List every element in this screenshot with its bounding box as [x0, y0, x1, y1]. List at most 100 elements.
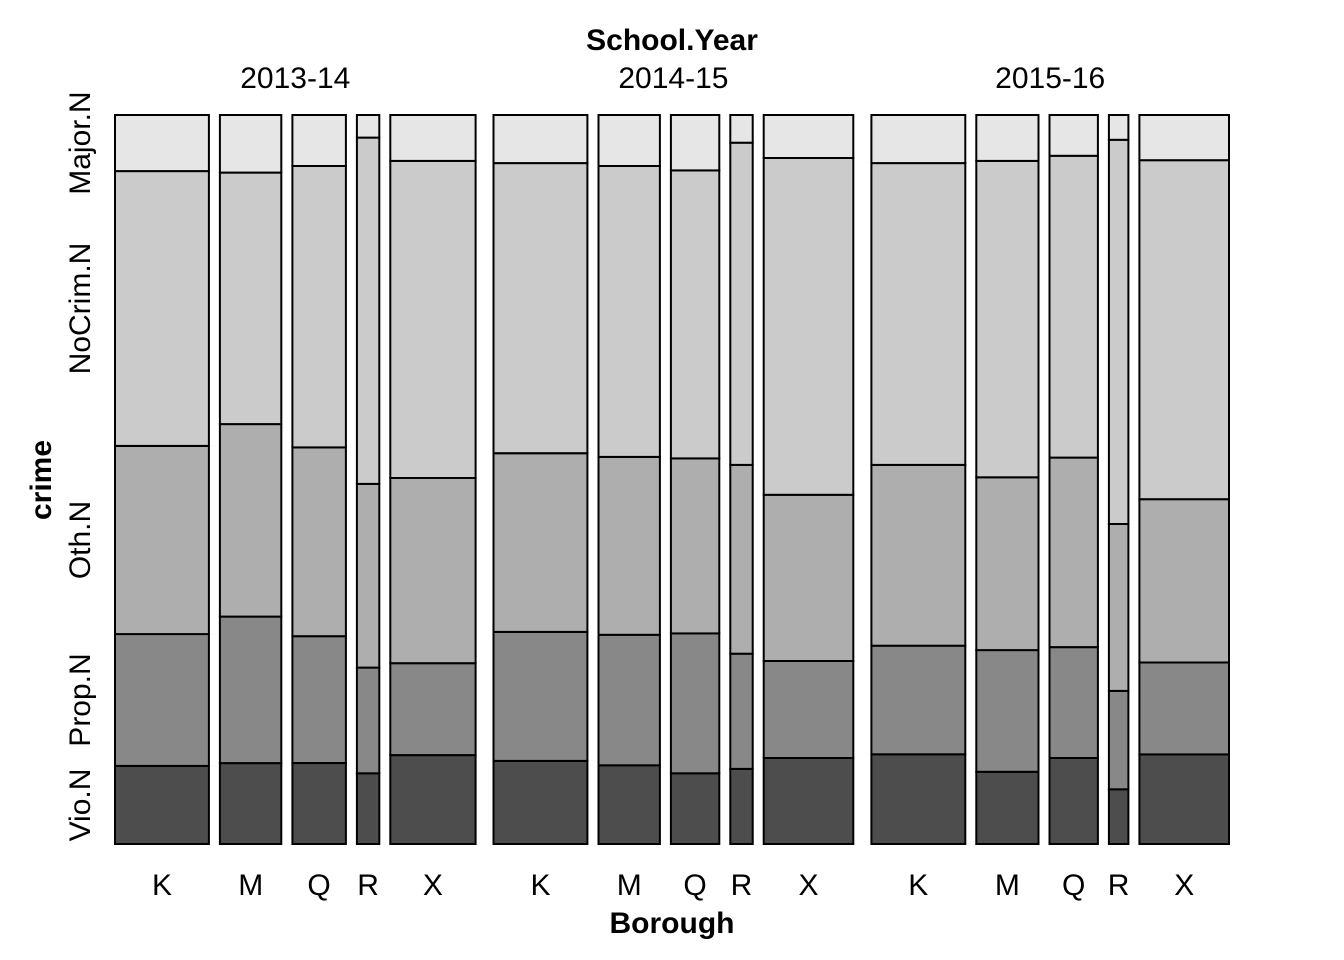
- mosaic-cell-2013-14-K-Prop.N: [114, 633, 210, 767]
- mosaic-cell-2015-16-R-Prop.N: [1107, 689, 1130, 791]
- mosaic-cell-2013-14-Q-Oth.N: [291, 446, 347, 638]
- mosaic-cell-2014-15-M-Vio.N: [597, 764, 661, 845]
- mosaic-cell-2014-15-M-NoCrim.N: [597, 165, 661, 458]
- mosaic-cell-2014-15-Q-Oth.N: [669, 457, 721, 635]
- mosaic-cell-2014-15-X-Major.N: [762, 114, 855, 159]
- mosaic-cell-2015-16-Q-Oth.N: [1048, 456, 1099, 649]
- x-tick-label: X: [798, 869, 818, 902]
- mosaic-cell-2014-15-X-NoCrim.N: [762, 157, 855, 496]
- mosaic-cell-2013-14-Q-NoCrim.N: [291, 165, 347, 449]
- mosaic-cell-2015-16-R-Oth.N: [1107, 523, 1130, 692]
- mosaic-cell-2015-16-M-NoCrim.N: [975, 159, 1040, 479]
- mosaic-cell-2015-16-X-Major.N: [1138, 114, 1231, 162]
- mosaic-cell-2013-14-K-Oth.N: [114, 445, 210, 636]
- mosaic-cell-2015-16-X-Vio.N: [1138, 753, 1231, 845]
- mosaic-cell-2014-15-R-NoCrim.N: [729, 141, 754, 466]
- mosaic-cell-2014-15-K-Prop.N: [492, 630, 589, 762]
- x-tick-label: M: [617, 869, 642, 902]
- mosaic-cell-2014-15-Q-Vio.N: [669, 772, 721, 845]
- facet-labels: 2013-14 2014-15 2015-16: [240, 62, 1105, 95]
- x-tick-label: M: [238, 869, 263, 902]
- mosaic-cell-2015-16-R-Vio.N: [1107, 788, 1130, 845]
- mosaic-cell-2013-14-R-Vio.N: [355, 772, 381, 845]
- y-tick-label: Oth.N: [64, 501, 97, 579]
- mosaic-cell-2015-16-X-Oth.N: [1138, 498, 1231, 664]
- mosaic-cell-2015-16-R-Major.N: [1107, 114, 1130, 141]
- x-tick-label: K: [530, 869, 550, 902]
- mosaic-cell-2015-16-Q-NoCrim.N: [1048, 154, 1099, 459]
- mosaic-cell-2014-15-X-Vio.N: [762, 757, 855, 845]
- mosaic-cell-2013-14-R-NoCrim.N: [355, 136, 381, 485]
- mosaic-cell-2013-14-M-Oth.N: [218, 423, 283, 618]
- y-tick-label: Prop.N: [64, 653, 97, 746]
- mosaic-cell-2015-16-M-Oth.N: [975, 476, 1040, 652]
- mosaic-cell-2014-15-K-Vio.N: [492, 759, 589, 846]
- mosaic-cell-2013-14-R-Prop.N: [355, 666, 381, 775]
- mosaic-cell-2014-15-X-Oth.N: [762, 493, 855, 662]
- mosaic-cell-2014-15-Q-Prop.N: [669, 632, 721, 775]
- facet-label: 2015-16: [995, 62, 1105, 95]
- mosaic-cell-2015-16-Q-Prop.N: [1048, 646, 1099, 760]
- x-tick-label: R: [1108, 869, 1130, 902]
- mosaic-cell-2013-14-X-Prop.N: [389, 662, 477, 757]
- y-tick-label: NoCrim.N: [64, 243, 97, 375]
- mosaic-cell-2013-14-M-Vio.N: [218, 762, 283, 845]
- x-tick-label: Q: [683, 869, 706, 902]
- mosaic-cell-2014-15-R-Vio.N: [729, 767, 754, 846]
- mosaic-cell-2013-14-X-Oth.N: [389, 477, 477, 665]
- mosaic-cell-2013-14-Q-Major.N: [291, 114, 347, 167]
- mosaic-cell-2014-15-M-Oth.N: [597, 455, 661, 636]
- mosaic-cell-2013-14-M-NoCrim.N: [218, 171, 283, 426]
- x-tick-label: R: [731, 869, 753, 902]
- x-tick-label: M: [995, 869, 1020, 902]
- facet-label: 2013-14: [240, 62, 350, 95]
- mosaic-cell-2014-15-Q-Major.N: [669, 114, 721, 172]
- mosaic-cell-2013-14-Q-Vio.N: [291, 762, 347, 845]
- mosaic-cell-2015-16-K-Vio.N: [870, 753, 967, 845]
- mosaic-cell-2014-15-R-Oth.N: [729, 463, 754, 655]
- mosaic-cell-2014-15-K-NoCrim.N: [492, 162, 589, 455]
- mosaic-cell-2015-16-X-NoCrim.N: [1138, 159, 1231, 501]
- mosaic-cell-2015-16-K-Prop.N: [870, 644, 967, 756]
- mosaic-cell-2013-14-R-Oth.N: [355, 482, 381, 669]
- mosaic-cell-2015-16-Q-Major.N: [1048, 114, 1099, 157]
- y-axis-title: crime: [25, 440, 58, 520]
- mosaic-cell-2014-15-Q-NoCrim.N: [669, 169, 721, 460]
- mosaic-cell-2014-15-X-Prop.N: [762, 660, 855, 759]
- y-tick-label: Major.N: [64, 91, 97, 194]
- mosaic-cell-2015-16-M-Vio.N: [975, 770, 1040, 845]
- mosaic-cell-2013-14-M-Prop.N: [218, 615, 283, 765]
- mosaic-cell-2013-14-X-Major.N: [389, 114, 477, 162]
- x-tick-label: X: [1174, 869, 1194, 902]
- mosaic-cell-2015-16-K-Oth.N: [870, 463, 967, 647]
- x-tick-label: Q: [307, 869, 330, 902]
- facet-title: School.Year: [586, 24, 758, 57]
- x-axis-title: Borough: [610, 907, 735, 940]
- mosaic-cell-2014-15-M-Prop.N: [597, 633, 661, 767]
- x-tick-label: X: [423, 869, 443, 902]
- mosaic-cell-2015-16-K-NoCrim.N: [870, 162, 967, 466]
- mosaic-cell-2015-16-K-Major.N: [870, 114, 967, 165]
- mosaic-cell-2015-16-M-Major.N: [975, 114, 1040, 162]
- mosaic-cell-2013-14-M-Major.N: [218, 114, 283, 174]
- mosaic-cell-2013-14-X-NoCrim.N: [389, 159, 477, 479]
- x-tick-label: K: [152, 869, 172, 902]
- mosaic-cell-2015-16-R-NoCrim.N: [1107, 138, 1130, 526]
- x-tick-label: R: [357, 869, 379, 902]
- mosaic-cell-2013-14-Q-Prop.N: [291, 635, 347, 765]
- mosaic-cell-2014-15-R-Major.N: [729, 114, 754, 144]
- mosaic-cell-2013-14-K-Major.N: [114, 114, 210, 173]
- mosaic-cell-2015-16-Q-Vio.N: [1048, 757, 1099, 845]
- y-tick-labels: Vio.N Prop.N Oth.N NoCrim.N Major.N: [64, 91, 97, 841]
- mosaic-cell-2014-15-K-Major.N: [492, 114, 589, 165]
- mosaic-cell-2013-14-X-Vio.N: [389, 754, 477, 845]
- mosaic-cell-2015-16-M-Prop.N: [975, 649, 1040, 773]
- mosaic-cell-2014-15-M-Major.N: [597, 114, 661, 167]
- mosaic-cell-2013-14-K-Vio.N: [114, 765, 210, 845]
- mosaic-cell-2013-14-R-Major.N: [355, 114, 381, 139]
- mosaic-cell-2013-14-K-NoCrim.N: [114, 170, 210, 447]
- x-tick-label: K: [908, 869, 928, 902]
- mosaic-cell-2014-15-R-Prop.N: [729, 652, 754, 770]
